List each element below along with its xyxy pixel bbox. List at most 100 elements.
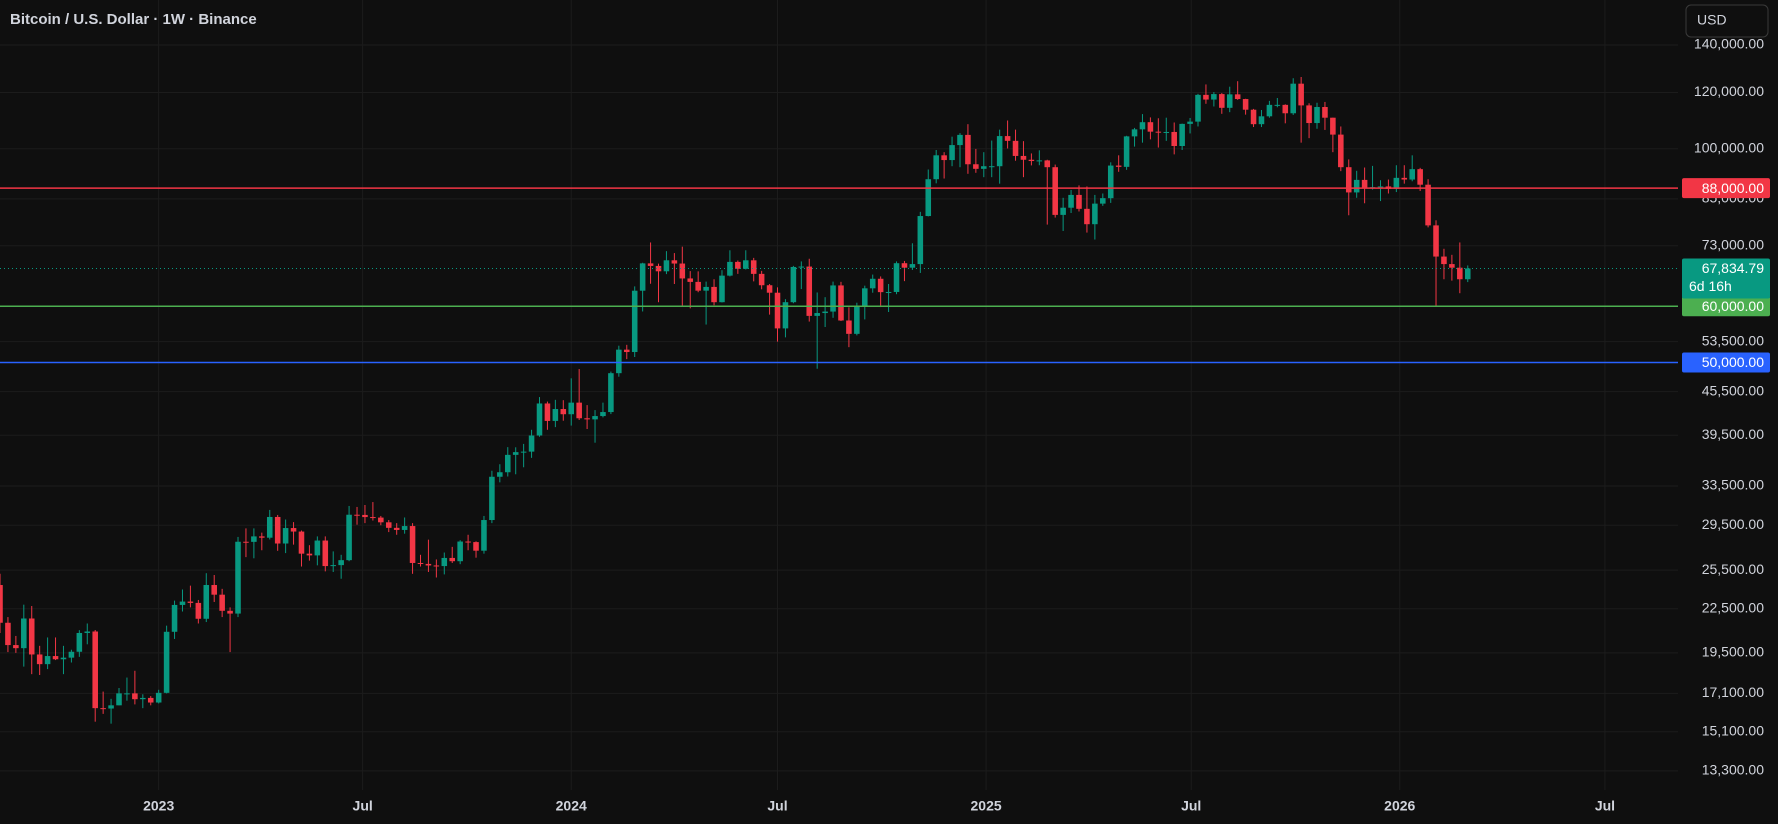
currency-label[interactable]: USD xyxy=(1697,12,1727,28)
candle-body xyxy=(1250,109,1257,125)
y-tick-label: 100,000.00 xyxy=(1694,139,1764,155)
candle-body xyxy=(687,278,694,282)
candle-body xyxy=(1076,194,1082,209)
candle-body xyxy=(1274,104,1281,106)
candle-body xyxy=(417,562,424,564)
candle-body xyxy=(195,602,202,619)
level-badge xyxy=(1682,352,1770,373)
candle-body xyxy=(862,288,868,307)
candle-body xyxy=(1330,117,1336,135)
candle-body xyxy=(92,631,98,709)
candle-body xyxy=(1409,169,1415,180)
candle-body xyxy=(274,516,281,544)
y-tick-label: 13,300.00 xyxy=(1702,762,1764,778)
candle-body xyxy=(782,302,789,329)
candle-body xyxy=(385,522,392,528)
last-price-badge xyxy=(1682,258,1770,299)
x-tick-label: Jul xyxy=(767,798,787,814)
candle-body xyxy=(774,292,781,329)
currency-button[interactable] xyxy=(1685,4,1769,38)
y-tick-label: 45,500.00 xyxy=(1702,382,1764,398)
candle-body xyxy=(441,557,448,567)
candle-body xyxy=(512,452,519,455)
candle-body xyxy=(576,402,582,419)
candle-body xyxy=(981,166,987,169)
candle-body xyxy=(290,528,297,532)
candle-body xyxy=(1464,268,1471,280)
candle-body xyxy=(251,536,257,542)
candle-body xyxy=(1004,136,1011,141)
candle-body xyxy=(743,260,749,269)
levels-layer xyxy=(0,187,1678,364)
level-label: 88,000.00 xyxy=(1702,180,1764,196)
candle-body xyxy=(1179,123,1185,147)
candle-body xyxy=(393,527,400,530)
candle-body xyxy=(949,145,955,161)
candle-body xyxy=(973,164,979,169)
candle-body xyxy=(306,553,313,556)
candle-body xyxy=(838,285,844,321)
candle-body xyxy=(719,275,725,303)
candle-body xyxy=(1338,134,1344,168)
candle-body xyxy=(536,403,543,436)
x-tick-label: 2025 xyxy=(971,798,1002,814)
candle-body xyxy=(909,264,916,268)
candle-body xyxy=(1433,225,1439,257)
candle-body xyxy=(885,291,892,293)
candle-body xyxy=(1131,129,1138,137)
candle-body xyxy=(425,563,432,566)
candle-body xyxy=(933,155,939,180)
candle-body xyxy=(235,541,241,614)
y-tick-label: 15,100.00 xyxy=(1702,722,1764,738)
candle-body xyxy=(1345,167,1352,193)
candle-body xyxy=(84,631,91,633)
candle-body xyxy=(171,604,178,632)
candle-body xyxy=(1298,83,1304,106)
candle-body xyxy=(766,285,773,293)
candle-body xyxy=(695,281,701,291)
candle-body xyxy=(608,373,614,413)
candle-body xyxy=(338,560,344,566)
candle-body xyxy=(1234,94,1241,100)
candle-body xyxy=(1100,198,1106,204)
candle-body xyxy=(504,454,511,473)
candle-body xyxy=(1020,155,1027,160)
candle-body xyxy=(1068,194,1074,208)
candle-body xyxy=(520,451,527,453)
candle-body xyxy=(1401,177,1408,180)
x-tick-label: 2023 xyxy=(143,798,174,814)
candle-body xyxy=(735,261,741,269)
candle-body xyxy=(568,402,575,415)
candle-body xyxy=(378,517,384,523)
candle-body xyxy=(481,520,487,551)
x-tick-label: 2024 xyxy=(556,798,587,814)
candle-body xyxy=(1092,203,1098,225)
candle-body xyxy=(1163,131,1170,133)
candle-body xyxy=(124,693,130,695)
candle-body xyxy=(473,542,479,551)
candle-body xyxy=(1361,179,1368,188)
candle-body xyxy=(1171,131,1177,147)
candle-body xyxy=(155,692,162,703)
candle-body xyxy=(528,435,535,452)
candles-layer xyxy=(0,77,1471,724)
candle-body xyxy=(1377,186,1384,188)
candle-body xyxy=(671,260,678,264)
candle-body xyxy=(44,656,51,665)
candle-body xyxy=(282,528,289,544)
x-tick-label: Jul xyxy=(1595,798,1615,814)
candle-body xyxy=(560,409,567,415)
candle-body xyxy=(806,266,813,316)
candle-body xyxy=(727,261,733,276)
candle-body xyxy=(116,693,122,706)
candle-body xyxy=(790,266,797,303)
candle-body xyxy=(1139,122,1146,130)
candle-body xyxy=(259,536,265,538)
y-tick-label: 39,500.00 xyxy=(1702,426,1764,442)
candle-body xyxy=(663,260,670,272)
candle-body xyxy=(1052,167,1058,215)
candle-body xyxy=(996,136,1003,167)
candle-body xyxy=(631,290,638,353)
candle-body xyxy=(243,541,249,543)
